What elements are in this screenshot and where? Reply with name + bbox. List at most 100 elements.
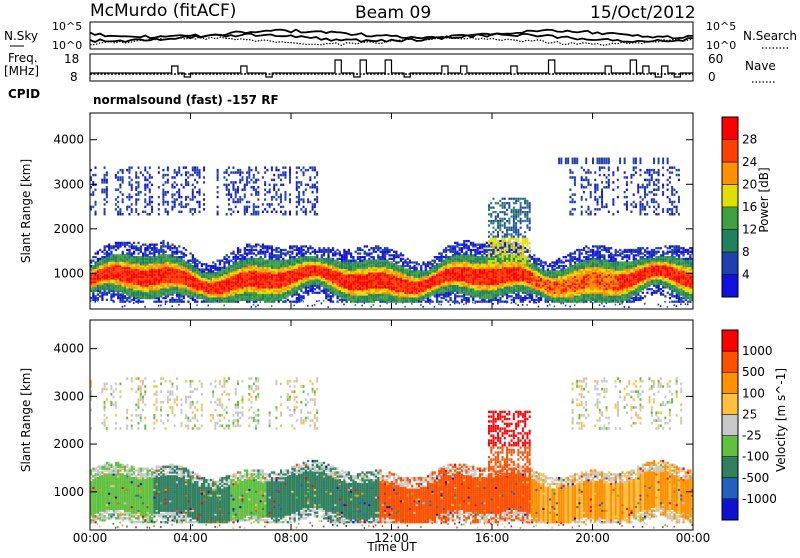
- power-cell: [348, 249, 350, 251]
- power-cell: [178, 196, 180, 198]
- power-cell: [456, 242, 458, 244]
- power-cell: [447, 256, 449, 258]
- power-cell: [183, 301, 185, 303]
- power-cell: [232, 184, 234, 186]
- power-cell: [228, 260, 230, 262]
- power-cell: [300, 181, 302, 183]
- power-cell: [318, 300, 320, 302]
- power-cell: [162, 193, 164, 195]
- power-cell: [251, 213, 253, 215]
- power-cell: [278, 196, 280, 198]
- power-cell: [192, 198, 194, 200]
- power-cell: [266, 260, 268, 262]
- power-cell: [359, 252, 361, 254]
- power-cell: [305, 251, 307, 253]
- power-cell: [226, 258, 228, 260]
- power-cell: [296, 181, 298, 183]
- power-cell: [246, 206, 248, 208]
- power-cell: [235, 181, 237, 183]
- power-cell: [106, 174, 108, 176]
- power-cell: [303, 171, 305, 173]
- power-cell: [244, 186, 246, 188]
- power-cell: [275, 211, 277, 213]
- power-cell: [303, 249, 305, 251]
- power-cell: [303, 174, 305, 176]
- power-cell: [149, 213, 151, 215]
- power-cell: [284, 193, 286, 195]
- power-cell: [135, 301, 137, 303]
- power-cell: [278, 251, 280, 253]
- power-cell: [223, 171, 225, 173]
- power-cell: [373, 304, 375, 306]
- power-cell: [165, 174, 167, 176]
- power-cell: [289, 181, 291, 183]
- power-cell: [162, 201, 164, 203]
- power-cell: [178, 203, 180, 205]
- power-cell: [379, 305, 381, 307]
- power-cell: [176, 171, 178, 173]
- power-cell: [101, 251, 103, 253]
- power-cell: [456, 302, 458, 304]
- power-cell: [280, 206, 282, 208]
- power-cell: [425, 301, 427, 303]
- power-cell: [361, 260, 363, 262]
- power-cell: [264, 184, 266, 186]
- power-cell: [167, 169, 169, 171]
- power-cell: [171, 244, 173, 246]
- power-cell: [95, 189, 97, 191]
- power-cell: [142, 252, 144, 254]
- power-cell: [298, 201, 300, 203]
- power-cell: [205, 263, 207, 265]
- power-cell: [257, 251, 259, 253]
- power-cell: [440, 297, 442, 299]
- power-cell: [251, 256, 253, 258]
- power-cell: [169, 254, 171, 256]
- power-cell: [289, 171, 291, 173]
- power-cell: [325, 258, 327, 260]
- power-cell: [106, 181, 108, 183]
- power-cell: [336, 301, 338, 303]
- power-cell: [180, 251, 182, 253]
- power-cell: [321, 249, 323, 251]
- power-cell: [377, 254, 379, 256]
- power-cell: [244, 208, 246, 210]
- power-cell: [106, 196, 108, 198]
- power-cell: [151, 256, 153, 258]
- power-cell: [113, 300, 115, 302]
- power-cell: [131, 186, 133, 188]
- power-cell: [162, 174, 164, 176]
- power-cell: [122, 198, 124, 200]
- power-cell: [255, 166, 257, 168]
- power-cell: [246, 179, 248, 181]
- power-cell: [144, 211, 146, 213]
- power-cell: [334, 251, 336, 253]
- power-cell: [296, 184, 298, 186]
- power-cell: [260, 301, 262, 303]
- power-cell: [312, 247, 314, 249]
- power-cell: [228, 193, 230, 195]
- power-cell: [178, 193, 180, 195]
- power-cell: [235, 189, 237, 191]
- power-cell: [115, 293, 117, 295]
- power-cell: [122, 306, 124, 308]
- power-cell: [113, 254, 115, 256]
- power-cell: [314, 176, 316, 178]
- power-cell: [244, 184, 246, 186]
- power-cell: [336, 252, 338, 254]
- power-cell: [456, 251, 458, 253]
- power-cell: [343, 303, 345, 305]
- power-cell: [312, 251, 314, 253]
- power-cell: [280, 201, 282, 203]
- power-cell: [140, 191, 142, 193]
- power-cell: [284, 252, 286, 254]
- power-cell: [242, 189, 244, 191]
- power-cell: [289, 169, 291, 171]
- power-cell: [119, 293, 121, 295]
- power-cell: [316, 201, 318, 203]
- power-cell: [269, 252, 271, 254]
- power-cell: [298, 191, 300, 193]
- power-cell: [226, 189, 228, 191]
- power-cell: [339, 258, 341, 260]
- power-cell: [316, 189, 318, 191]
